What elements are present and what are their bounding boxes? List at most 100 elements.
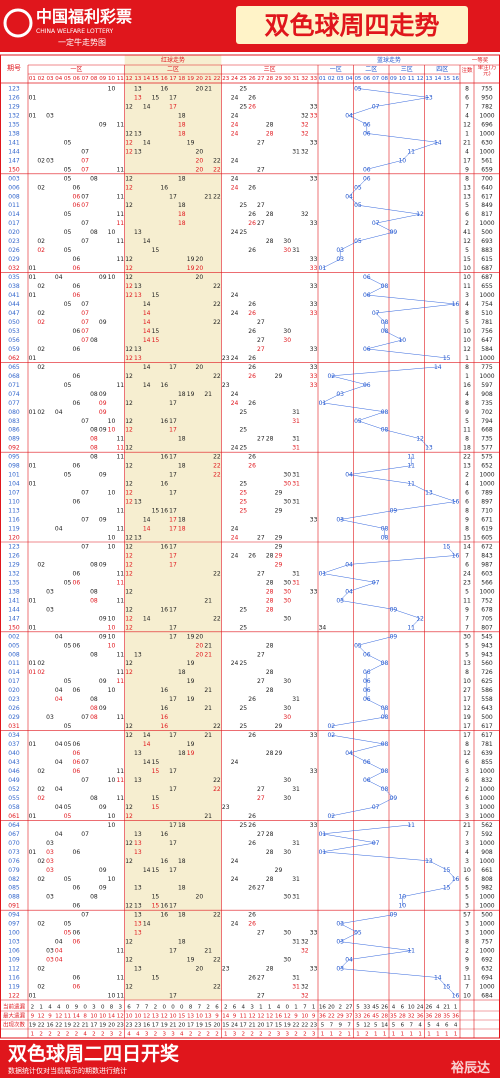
red-ball: 06 xyxy=(73,642,81,649)
stat-value: 2 xyxy=(206,1005,210,1011)
red-ball: 09 xyxy=(99,705,107,712)
red-ball: 06 xyxy=(73,741,81,748)
red-ball: 22 xyxy=(213,723,221,730)
winners: 4 xyxy=(465,481,469,488)
red-ball: 29 xyxy=(275,490,283,497)
red-ball: 22 xyxy=(213,301,221,308)
winners: 6 xyxy=(465,499,469,506)
red-ball: 11 xyxy=(116,777,124,784)
red-ball: 04 xyxy=(55,759,63,766)
red-ball: 13 xyxy=(134,85,142,92)
blue-ball: 06 xyxy=(363,696,371,703)
red-ball: 12 xyxy=(125,274,133,281)
winners: 3 xyxy=(465,921,469,928)
red-ball: 24 xyxy=(231,759,239,766)
red-ball: 04 xyxy=(55,786,63,793)
stat-value: 10 xyxy=(90,1014,97,1020)
red-ball: 12 xyxy=(125,624,133,631)
red-ball: 16 xyxy=(160,714,168,721)
red-ball: 15 xyxy=(152,247,160,254)
red-ball: 27 xyxy=(257,885,265,892)
period: 085 xyxy=(8,885,20,892)
red-ball: 10 xyxy=(108,624,116,631)
period: 101 xyxy=(8,472,20,479)
red-ball: 30 xyxy=(283,714,291,721)
red-ball: 26 xyxy=(248,355,256,362)
red-ball: 12 xyxy=(125,723,133,730)
red-ball: 09 xyxy=(99,561,107,568)
stat-value: 2 xyxy=(119,1032,123,1038)
period: 103 xyxy=(8,939,20,946)
red-ball: 28 xyxy=(266,579,274,586)
red-ball: 18 xyxy=(178,175,186,182)
red-ball: 20 xyxy=(196,148,204,155)
blue-col-number: 06 xyxy=(363,76,370,82)
red-ball: 30 xyxy=(283,777,291,784)
red-ball: 14 xyxy=(143,517,151,524)
red-ball: 04 xyxy=(55,274,63,281)
blue-ball: 06 xyxy=(363,166,371,173)
red-ball: 26 xyxy=(248,400,256,407)
red-ball: 19 xyxy=(187,678,195,685)
blue-col-number: 09 xyxy=(390,76,397,82)
stat-value: 5 xyxy=(427,1023,431,1029)
red-ball: 18 xyxy=(178,121,186,128)
red-ball: 10 xyxy=(108,876,116,883)
blue-ball: 01 xyxy=(319,400,327,407)
red-ball: 26 xyxy=(248,912,256,919)
red-ball: 32 xyxy=(301,130,309,137)
winners: 3 xyxy=(465,840,469,847)
stat-value: 9 xyxy=(215,1014,219,1020)
red-ball: 28 xyxy=(266,687,274,694)
red-ball: 17 xyxy=(169,543,177,550)
blue-ball: 13 xyxy=(425,490,433,497)
red-ball: 01 xyxy=(29,94,37,101)
red-ball: 17 xyxy=(169,993,177,1000)
winners: 5 xyxy=(465,588,469,595)
red-ball: 07 xyxy=(81,714,89,721)
stat-value: 0 xyxy=(66,1005,70,1011)
blue-ball: 15 xyxy=(443,867,451,874)
stat-value: 4 xyxy=(180,1032,184,1038)
winners: 10 xyxy=(463,678,471,685)
blue-ball: 03 xyxy=(336,921,344,928)
period: 003 xyxy=(8,175,20,182)
red-ball: 25 xyxy=(239,103,247,110)
red-ball: 22 xyxy=(213,615,221,622)
red-ball: 12 xyxy=(125,355,133,362)
stat-value: 5 xyxy=(321,1023,325,1029)
red-ball: 33 xyxy=(310,112,318,119)
logo-sub: 一定牛走势图 xyxy=(58,37,106,47)
red-ball: 02 xyxy=(37,984,45,991)
red-ball: 18 xyxy=(178,517,186,524)
red-ball: 08 xyxy=(90,427,98,434)
red-ball: 04 xyxy=(55,696,63,703)
blue-ball: 08 xyxy=(381,409,389,416)
red-ball: 22 xyxy=(213,957,221,964)
red-ball: 01 xyxy=(29,813,37,820)
red-ball: 15 xyxy=(152,894,160,901)
stat-value: 28 xyxy=(399,1014,406,1020)
stat-value: 3 xyxy=(233,1032,237,1038)
amount: 510 xyxy=(481,310,493,317)
amount: 558 xyxy=(481,696,493,703)
stat-value: 1 xyxy=(294,1005,298,1011)
red-col-number: 25 xyxy=(240,76,247,82)
red-ball: 33 xyxy=(310,175,318,182)
amount: 1000 xyxy=(479,481,494,488)
winners: 10 xyxy=(463,265,471,272)
blue-ball: 12 xyxy=(416,615,424,622)
period: 086 xyxy=(8,427,20,434)
red-ball: 22 xyxy=(213,319,221,326)
stat-value: 0 xyxy=(83,1005,87,1011)
red-ball: 12 xyxy=(125,490,133,497)
period: 150 xyxy=(8,624,20,631)
red-col-number: 04 xyxy=(55,76,62,82)
red-ball: 24 xyxy=(231,157,239,164)
stat-value: 10 xyxy=(408,1005,415,1011)
stat-value: 15 xyxy=(178,1014,185,1020)
period: 043 xyxy=(8,759,20,766)
winners: 5 xyxy=(465,319,469,326)
amount: 1000 xyxy=(479,220,494,227)
blue-ball: 10 xyxy=(398,337,406,344)
